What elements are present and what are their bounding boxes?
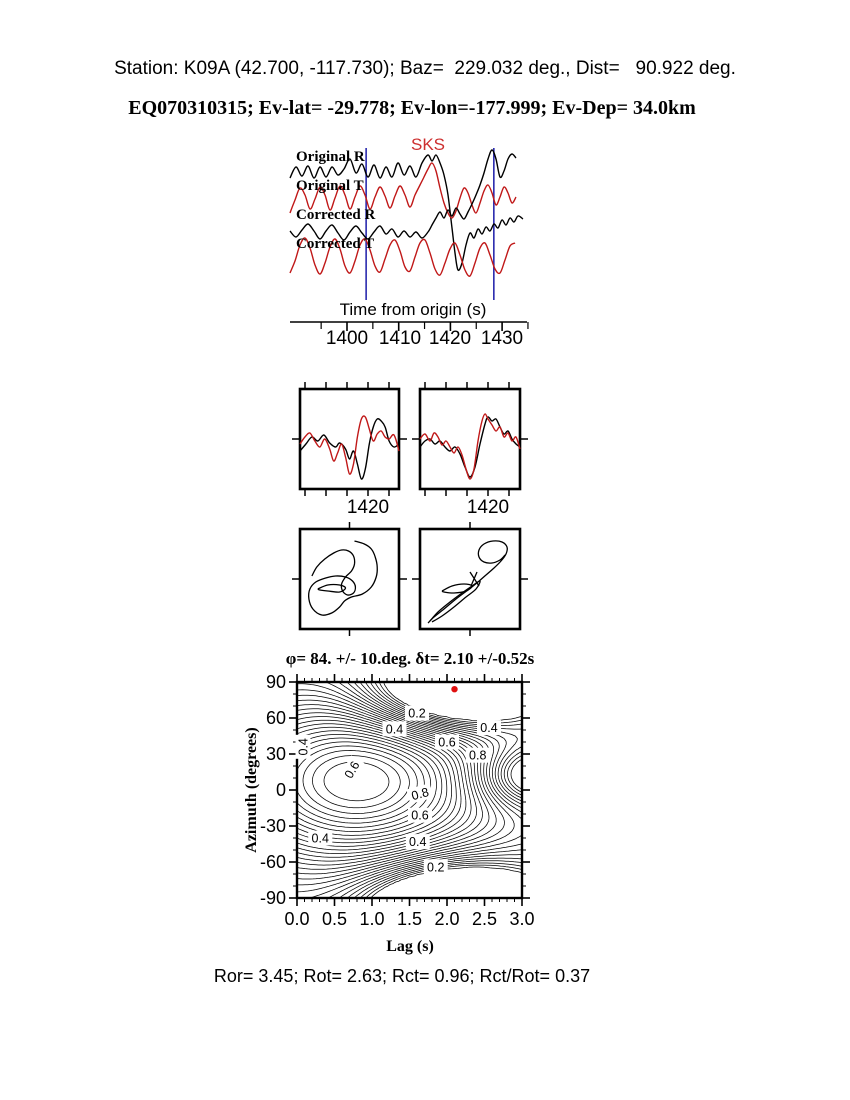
svg-text:0.4: 0.4 — [312, 832, 329, 846]
box1-time-label: 1420 — [346, 497, 390, 518]
svg-text:0.6: 0.6 — [438, 736, 455, 750]
particle-motion-panel — [290, 518, 540, 640]
trace-label-corrected-r: Corrected R — [296, 207, 376, 223]
az-tick-m90: -90 — [259, 888, 286, 908]
trace-corrected-r — [289, 149, 517, 241]
az-tick-30: 30 — [265, 744, 286, 764]
lag-tick-15: 1.5 — [396, 909, 423, 929]
lag-tick-2: 2.0 — [434, 909, 460, 929]
az-tick-0: 0 — [275, 780, 286, 800]
contour-label: 0.8 — [406, 783, 434, 804]
waveform-svg — [289, 148, 529, 331]
particle-motion-path — [427, 540, 508, 624]
lag-axis-label: Lag (s) — [386, 938, 434, 955]
svg-text:0.2: 0.2 — [427, 860, 444, 874]
component-comparison-panel — [290, 380, 540, 530]
particle-motion-path — [317, 583, 347, 593]
az-tick-90: 90 — [265, 672, 286, 692]
event-title: EQ070310315; Ev-lat= -29.778; Ev-lon=-17… — [128, 97, 696, 119]
particle-motion-path — [441, 583, 473, 594]
error-surface-frame — [289, 674, 530, 906]
svg-text:0.8: 0.8 — [410, 785, 430, 803]
phase-label: SKS — [410, 135, 446, 154]
trace-label-original-r: Original R — [296, 149, 365, 165]
contour-label: 0.4 — [295, 734, 311, 759]
contour-label: 0.6 — [339, 755, 365, 784]
particle-motion-frames — [292, 522, 528, 636]
particle-motion-path — [470, 571, 478, 587]
component-trace-black — [419, 416, 521, 478]
error-surface-svg: 0.20.40.60.40.80.60.40.80.60.40.40.2 — [289, 674, 530, 906]
component-trace-black — [299, 418, 400, 480]
particle-motion-path — [429, 580, 481, 623]
time-tick-1400: 1400 — [325, 328, 369, 349]
svg-text:0.4: 0.4 — [480, 721, 497, 735]
particle-motion-path — [308, 540, 378, 616]
measurement-window-lines — [365, 148, 495, 300]
lag-tick-25: 2.5 — [471, 909, 498, 929]
particle-motion-uncorrected — [308, 540, 378, 616]
uncorrected-components — [299, 415, 400, 480]
trace-original-t — [289, 162, 517, 219]
lag-tick-1: 1.0 — [359, 909, 385, 929]
trace-label-original-t: Original T — [296, 178, 364, 194]
contour-value-labels: 0.20.40.60.40.80.60.40.80.60.40.40.2 — [295, 705, 501, 875]
svg-text:0.4: 0.4 — [297, 738, 311, 755]
lag-tick-3: 3.0 — [509, 909, 535, 929]
time-axis-label: Time from origin (s) — [339, 300, 487, 319]
waveform-panel — [280, 133, 550, 363]
corrected-components — [419, 413, 521, 480]
particle-motion-svg — [292, 522, 528, 636]
best-solution-dot — [451, 686, 458, 693]
comparison-svg — [292, 382, 528, 496]
svg-text:0.6: 0.6 — [411, 809, 428, 823]
contour-label: 0.2 — [405, 705, 429, 721]
component-trace-red — [419, 413, 521, 480]
contour-label: 0.2 — [423, 859, 448, 875]
error-surface-title: φ= 84. +/- 10.deg. δt= 2.10 +/-0.52s — [285, 649, 535, 668]
contour-label: 0.6 — [435, 734, 459, 750]
time-tick-1430: 1430 — [480, 328, 524, 349]
contour-label: 0.4 — [477, 720, 501, 736]
contour-label: 0.8 — [465, 747, 490, 763]
az-tick-60: 60 — [265, 708, 286, 728]
trace-corrected-t — [289, 237, 516, 277]
svg-text:0.4: 0.4 — [386, 722, 403, 736]
svg-text:0.8: 0.8 — [469, 749, 486, 763]
time-tick-1420: 1420 — [428, 328, 472, 349]
az-tick-m60: -60 — [259, 852, 286, 872]
contour-label: 0.4 — [382, 721, 407, 737]
particle-motion-corrected — [427, 540, 508, 624]
box2-time-label: 1420 — [466, 497, 510, 518]
lag-tick-0: 0.0 — [284, 909, 310, 929]
trace-original-r — [289, 154, 524, 272]
contour-label: 0.6 — [408, 807, 432, 823]
component-trace-red — [299, 415, 400, 475]
svg-text:0.4: 0.4 — [409, 835, 426, 849]
contour-label: 0.4 — [405, 834, 430, 850]
az-tick-m30: -30 — [259, 816, 286, 836]
best-solution-marker — [451, 686, 458, 693]
results-line: Ror= 3.45; Rot= 2.63; Rct= 0.96; Rct/Rot… — [213, 966, 591, 986]
trace-label-corrected-t: Corrected T — [296, 236, 375, 252]
waveform-traces — [289, 149, 524, 277]
contour-label: 0.4 — [308, 830, 333, 846]
time-axis — [290, 321, 529, 331]
error-surface-panel: 0.2 0.4 0.6 0.4 0.8 0.6 0.4 0.8 0.6 0.4 0.4 0.2 — [230, 648, 550, 964]
station-title: Station: K09A (42.700, -117.730); Baz= 2… — [114, 58, 736, 79]
azimuth-axis-label: Azimuth (degrees) — [243, 727, 260, 853]
svg-text:0.2: 0.2 — [408, 707, 425, 721]
lag-tick-05: 0.5 — [321, 909, 348, 929]
time-tick-1410: 1410 — [378, 328, 422, 349]
